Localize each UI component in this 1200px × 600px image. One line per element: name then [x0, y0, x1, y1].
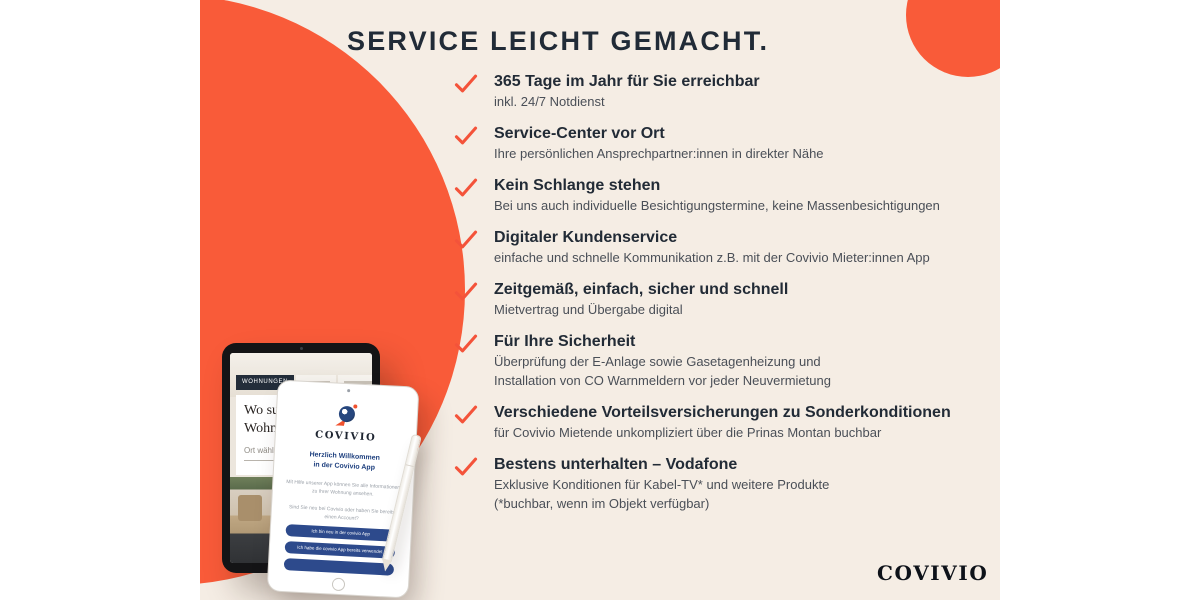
list-item: Digitaler Kundenservice einfache und sch…	[453, 228, 973, 267]
photo-chair	[238, 495, 262, 521]
list-item-title: Service-Center vor Ort	[494, 125, 665, 142]
app-button-new-user: Ich bin neu in der covivio App	[285, 523, 397, 542]
list-item-text: Für Ihre Sicherheit Überprüfung der E-An…	[494, 332, 831, 390]
slide-background: SERVICE LEICHT GEMACHT. 365 Tage im Jahr…	[200, 0, 1000, 600]
device-mockups: WOHNUNGEN Wo suche Wohnung Ort wählen	[200, 0, 1000, 600]
checkmark-icon	[454, 282, 478, 301]
covivio-logo: covivio	[877, 561, 989, 585]
home-button	[331, 577, 346, 592]
location-select-label: Ort wählen	[244, 446, 283, 456]
page-title: SERVICE LEICHT GEMACHT.	[347, 26, 770, 56]
list-item-title: Kein Schlange stehen	[494, 177, 661, 194]
checkmark-icon	[454, 457, 478, 476]
checkmark-icon	[454, 126, 478, 145]
list-item-desc: inkl. 24/7 Notdienst	[494, 94, 605, 109]
app-brand-wordmark: covivio	[314, 429, 377, 444]
list-item-text: 365 Tage im Jahr für Sie erreichbar inkl…	[494, 72, 760, 111]
camera-dot	[300, 347, 303, 350]
list-item-title: Für Ihre Sicherheit	[494, 333, 636, 350]
app-button-existing-user: Ich habe die covivio App bereits verwend…	[284, 540, 396, 559]
list-item-text: Service-Center vor Ort Ihre persönlichen…	[494, 124, 824, 163]
list-item-text: Bestens unterhalten – Vodafone Exklusive…	[494, 455, 829, 513]
service-checklist: 365 Tage im Jahr für Sie erreichbar inkl…	[453, 72, 973, 526]
list-item-desc: für Covivio Mietende unkompliziert über …	[494, 425, 882, 440]
list-item-desc: einfache und schnelle Kommunikation z.B.…	[494, 250, 930, 265]
camera-dot	[347, 389, 351, 393]
list-item-desc: Ihre persönlichen Ansprechpartner:innen …	[494, 146, 824, 161]
app-button-clipped	[283, 557, 395, 576]
tablet-mockup-app: covivio Herzlich Willkommen in der Coviv…	[266, 379, 420, 599]
list-item-desc: Mietvertrag und Übergabe digital	[494, 302, 683, 317]
app-question-text: Sind Sie neu bei Covivio oder haben Sie …	[288, 503, 395, 522]
list-item-desc: Bei uns auch individuelle Besichtigungst…	[494, 198, 940, 213]
list-item-desc: Überprüfung der E-Anlage sowie Gasetagen…	[494, 354, 831, 388]
list-item-text: Verschiedene Vorteilsversicherungen zu S…	[494, 403, 951, 442]
list-item: Bestens unterhalten – Vodafone Exklusive…	[453, 455, 973, 513]
list-item-text: Kein Schlange stehen Bei uns auch indivi…	[494, 176, 940, 215]
checkmark-icon	[454, 74, 478, 93]
covivio-app-icon	[335, 404, 358, 427]
icon-orange-dot	[353, 404, 358, 409]
list-item-text: Zeitgemäß, einfach, sicher und schnell M…	[494, 280, 788, 319]
checkmark-icon	[454, 178, 478, 197]
list-item-text: Digitaler Kundenservice einfache und sch…	[494, 228, 930, 267]
list-item: Kein Schlange stehen Bei uns auch indivi…	[453, 176, 973, 215]
list-item: 365 Tage im Jahr für Sie erreichbar inkl…	[453, 72, 973, 111]
list-item-title: Bestens unterhalten – Vodafone	[494, 456, 738, 473]
checkmark-icon	[454, 405, 478, 424]
list-item-title: Verschiedene Vorteilsversicherungen zu S…	[494, 404, 951, 421]
list-item-desc: Exklusive Konditionen für Kabel-TV* und …	[494, 477, 830, 511]
list-item-title: Digitaler Kundenservice	[494, 229, 678, 246]
list-item-title: Zeitgemäß, einfach, sicher und schnell	[494, 281, 789, 298]
list-item: Für Ihre Sicherheit Überprüfung der E-An…	[453, 332, 973, 390]
checkmark-icon	[454, 334, 478, 353]
list-item: Service-Center vor Ort Ihre persönlichen…	[453, 124, 973, 163]
app-intro-text: Mit Hilfe unserer App können Sie alle In…	[286, 478, 401, 498]
app-welcome-heading: Herzlich Willkommen in der Covivio App	[309, 451, 381, 472]
checkmark-icon	[454, 230, 478, 249]
list-item: Verschiedene Vorteilsversicherungen zu S…	[453, 403, 973, 442]
icon-globe	[338, 405, 356, 423]
list-item-title: 365 Tage im Jahr für Sie erreichbar	[494, 73, 760, 90]
list-item: Zeitgemäß, einfach, sicher und schnell M…	[453, 280, 973, 319]
